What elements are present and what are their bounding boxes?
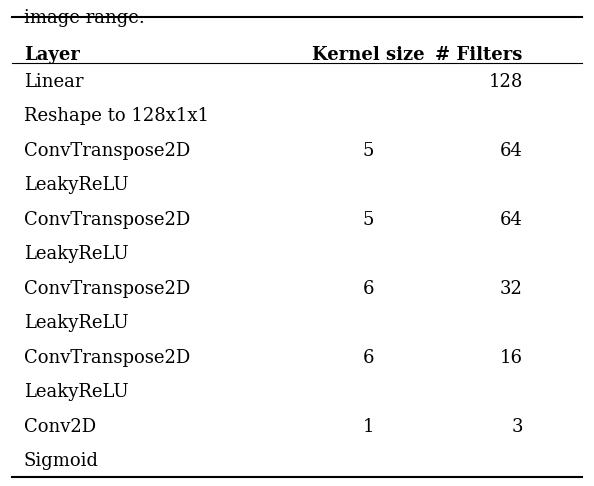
Text: 1: 1 <box>362 418 374 436</box>
Text: LeakyReLU: LeakyReLU <box>24 383 128 401</box>
Text: Sigmoid: Sigmoid <box>24 452 99 470</box>
Text: 5: 5 <box>362 142 374 160</box>
Text: Conv2D: Conv2D <box>24 418 96 436</box>
Text: 64: 64 <box>500 142 523 160</box>
Text: # Filters: # Filters <box>435 46 523 64</box>
Text: 16: 16 <box>500 349 523 367</box>
Text: Linear: Linear <box>24 73 83 91</box>
Text: 6: 6 <box>362 280 374 298</box>
Text: LeakyReLU: LeakyReLU <box>24 245 128 263</box>
Text: Kernel size: Kernel size <box>312 46 425 64</box>
Text: ConvTranspose2D: ConvTranspose2D <box>24 142 190 160</box>
Text: 64: 64 <box>500 211 523 229</box>
Text: Layer: Layer <box>24 46 80 64</box>
Text: 32: 32 <box>500 280 523 298</box>
Text: ConvTranspose2D: ConvTranspose2D <box>24 280 190 298</box>
Text: Reshape to 128x1x1: Reshape to 128x1x1 <box>24 107 208 125</box>
Text: LeakyReLU: LeakyReLU <box>24 176 128 194</box>
Text: 3: 3 <box>511 418 523 436</box>
Text: LeakyReLU: LeakyReLU <box>24 314 128 332</box>
Text: ConvTranspose2D: ConvTranspose2D <box>24 211 190 229</box>
Text: 5: 5 <box>362 211 374 229</box>
Text: 128: 128 <box>488 73 523 91</box>
Text: image range.: image range. <box>24 9 144 27</box>
Text: 6: 6 <box>362 349 374 367</box>
Text: ConvTranspose2D: ConvTranspose2D <box>24 349 190 367</box>
